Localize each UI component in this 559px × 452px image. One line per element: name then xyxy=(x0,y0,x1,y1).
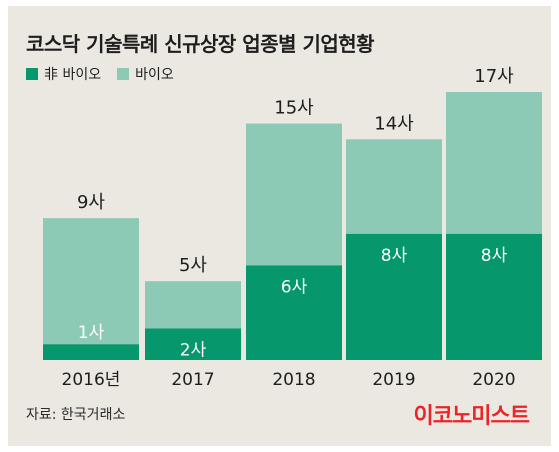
bar-non-bio-3 xyxy=(346,233,442,360)
total-label-2: 15사 xyxy=(274,98,314,119)
legend-swatch-bio xyxy=(117,68,130,80)
legend-item-bio: 바이오 xyxy=(117,64,174,84)
source-note: 자료: 한국거래소 xyxy=(26,407,126,423)
total-label-4: 17사 xyxy=(474,66,514,87)
bar-bio-1 xyxy=(145,281,241,329)
legend-label-non-bio: 非 바이오 xyxy=(44,67,102,83)
legend-label-bio: 바이오 xyxy=(135,67,174,83)
category-label-3: 2019 xyxy=(372,370,415,390)
total-label-3: 14사 xyxy=(374,113,414,134)
category-label-1: 2017 xyxy=(171,370,214,390)
legend-item-non-bio: 非 바이오 xyxy=(26,64,101,84)
bar-non-bio-4 xyxy=(446,233,542,360)
brand-logo: 이코노미스트 xyxy=(413,404,530,429)
bar-bio-0 xyxy=(43,218,139,345)
chart-title: 코스닥 기술특례 신규상장 업종별 기업현황 xyxy=(26,32,375,56)
category-label-4: 2020 xyxy=(472,370,515,390)
segment-label-4: 8사 xyxy=(481,246,508,266)
bar-bio-4 xyxy=(446,92,542,234)
total-label-1: 5사 xyxy=(179,255,207,276)
segment-label-3: 8사 xyxy=(381,246,408,266)
segment-label-1: 2사 xyxy=(180,340,207,360)
bar-non-bio-1 xyxy=(145,328,241,360)
bar-bio-2 xyxy=(246,123,342,266)
bar-bio-3 xyxy=(346,139,442,234)
category-label-2: 2018 xyxy=(272,370,315,390)
legend-swatch-non-bio xyxy=(26,68,38,80)
segment-label-2: 6사 xyxy=(281,277,308,297)
segment-label-0: 1사 xyxy=(78,323,105,343)
total-label-0: 9사 xyxy=(77,192,105,213)
bar-non-bio-2 xyxy=(246,265,342,360)
bar-non-bio-0 xyxy=(43,344,139,360)
legend: 非 바이오 바이오 xyxy=(26,64,190,84)
category-label-0: 2016년 xyxy=(62,370,121,390)
